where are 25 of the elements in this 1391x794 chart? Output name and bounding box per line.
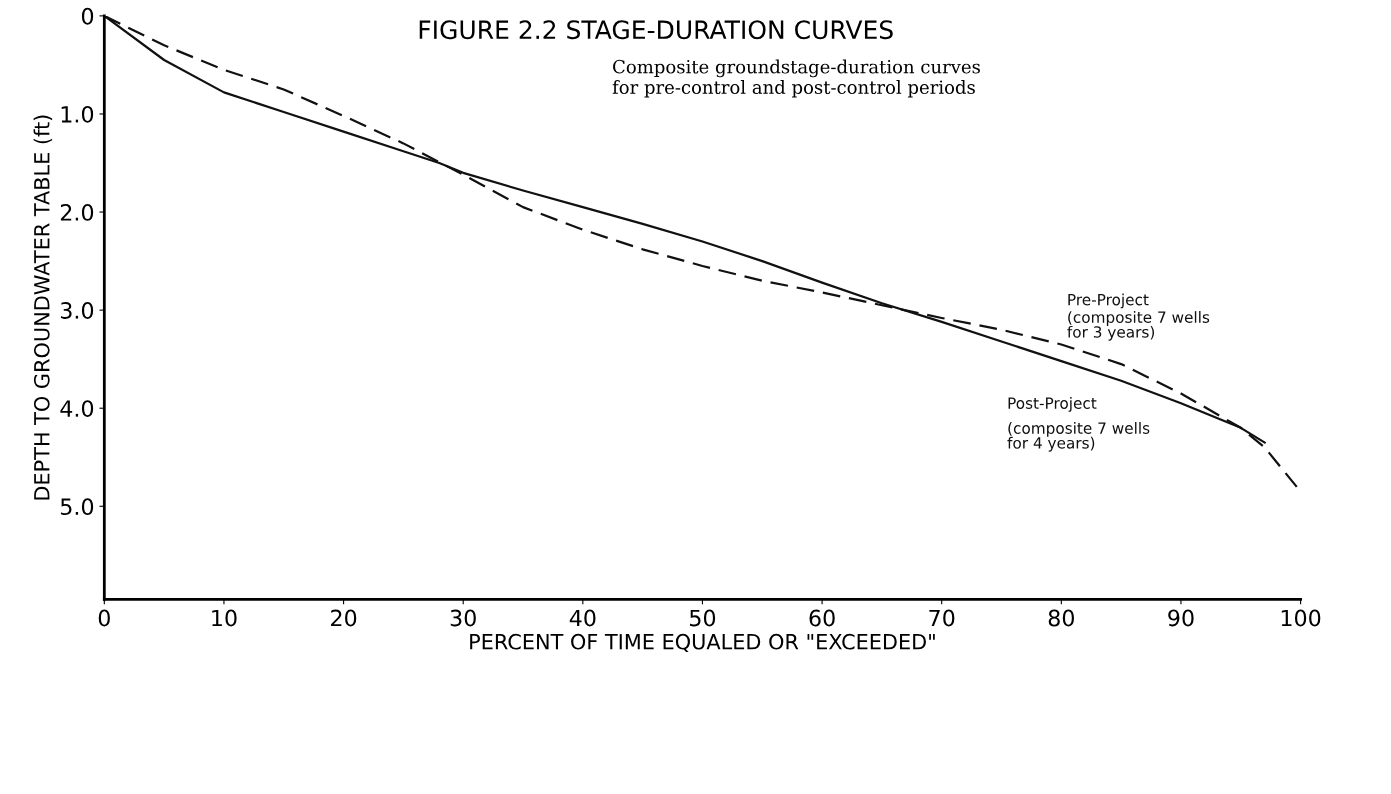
y-tick-label: 5.0 (60, 498, 94, 516)
x-tick-label: 40 (569, 609, 596, 627)
x-tick-label: 30 (450, 609, 476, 627)
x-tick-label: 50 (690, 609, 716, 627)
y-tick-label: 0 (81, 7, 94, 25)
annotation: (composite 7 wells for 3 years) (1067, 311, 1210, 341)
x-tick-label: 0 (98, 609, 110, 627)
x-tick-label: 20 (331, 609, 357, 627)
x-tick-label: 10 (212, 609, 237, 627)
y-tick-label: 2.0 (60, 203, 94, 221)
x-axis-title: PERCENT OF TIME EQUALED OR "EXCEEDED" (470, 633, 935, 652)
y-axis-title: DEPTH TO GROUNDWATER TABLE (ft) (33, 115, 53, 500)
x-tick-label: 90 (1168, 609, 1194, 627)
x-tick-label: 70 (929, 609, 955, 627)
y-tick-label: 4.0 (60, 400, 94, 417)
x-tick-label: 60 (809, 609, 835, 627)
text: Pre-Project (1068, 293, 1149, 309)
annotation: (composite 7 wells for 4 years) (1007, 422, 1150, 452)
chart-title: FIGURE 2.2 STAGE-DURATION CURVES (419, 20, 893, 40)
y-tick-label: 3.0 (60, 302, 94, 319)
x-tick-label: 80 (1048, 609, 1074, 627)
text: Composite groundstage-duration curves for pre-control and post-control periods (612, 59, 980, 98)
x-tick-label: 100 (1281, 609, 1321, 627)
series-label: Post-Project (1008, 397, 1097, 412)
y-tick-label: 1.0 (61, 105, 94, 123)
